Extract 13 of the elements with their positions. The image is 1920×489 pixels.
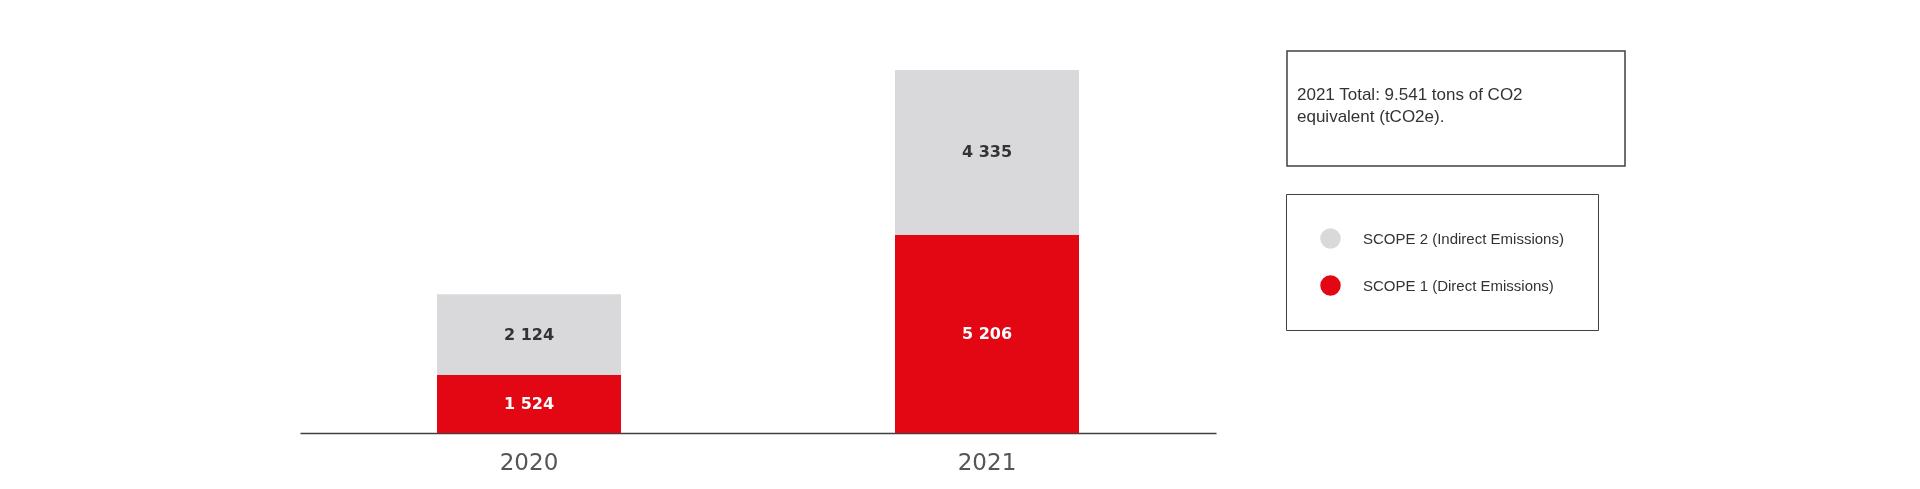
x-tick-label: 2020 — [499, 448, 559, 475]
bar — [437, 294, 621, 375]
bar — [895, 234, 1079, 433]
bar — [895, 69, 1079, 235]
data-label: 1 524 — [503, 394, 555, 413]
data-label: 5 206 — [961, 323, 1013, 343]
x-tick-label: 2021 — [957, 448, 1017, 475]
bar — [437, 375, 621, 433]
legend-label: SCOPE 1 (Direct Emissions) — [1363, 276, 1554, 294]
text: 2021 Total: 9.541 tons of CO2 equivalent (tCO2e). — [1297, 85, 1523, 126]
data-label: 2 124 — [503, 324, 555, 344]
data-label: 4 335 — [961, 142, 1013, 162]
legend-label: SCOPE 2 (Indirect Emissions) — [1363, 229, 1564, 247]
